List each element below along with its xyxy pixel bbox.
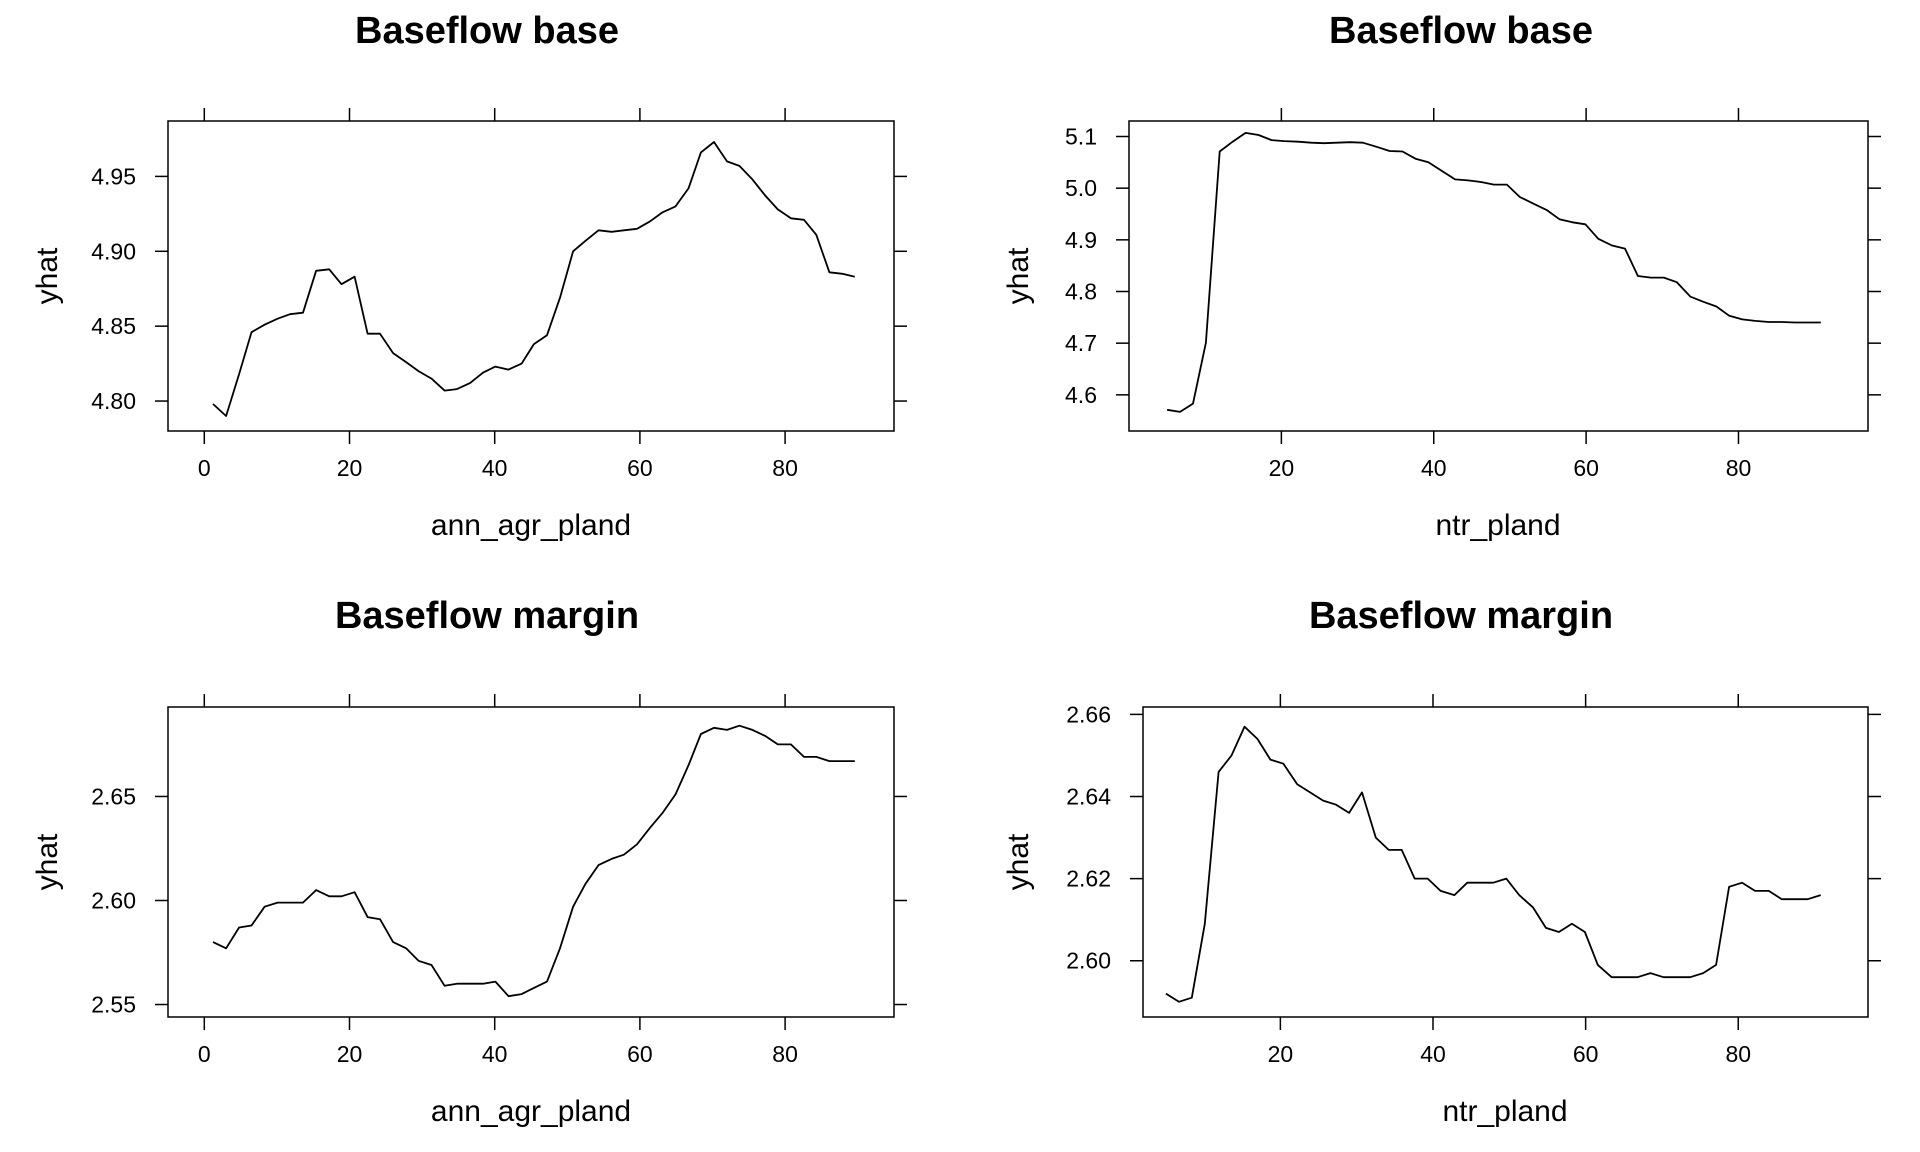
- y-tick-label: 4.7: [1065, 330, 1097, 356]
- series-line: [212, 141, 856, 417]
- y-tick-label: 2.55: [91, 992, 136, 1018]
- y-tick-label: 4.85: [91, 313, 136, 339]
- x-axis-label: ntr_pland: [1435, 509, 1560, 542]
- x-tick-label: 0: [198, 1041, 211, 1067]
- series-line: [1165, 725, 1821, 1003]
- x-tick-label: 80: [772, 455, 798, 481]
- y-tick-label: 4.90: [91, 238, 136, 264]
- x-axis-label: ntr_pland: [1442, 1095, 1567, 1128]
- y-tick-label: 4.9: [1065, 227, 1097, 253]
- plot-frame: [1142, 706, 1869, 1018]
- y-tick-label: 4.80: [91, 388, 136, 414]
- y-tick-label: 5.0: [1065, 175, 1097, 201]
- x-tick-label: 40: [1420, 1041, 1446, 1067]
- x-tick-label: 60: [1573, 1041, 1599, 1067]
- y-tick-label: 4.95: [91, 163, 136, 189]
- x-tick-label: 80: [772, 1041, 798, 1067]
- x-tick-label: 20: [337, 455, 363, 481]
- panel-1: Baseflow base ann_agr_pland yhat 0 20 40 60…: [31, 10, 907, 542]
- plot-frame: [167, 706, 895, 1018]
- x-tick-label: 20: [1268, 1041, 1294, 1067]
- x-tick-label: 40: [1421, 455, 1447, 481]
- y-tick-label: 2.60: [1066, 948, 1111, 974]
- y-axis-label: yhat: [1002, 833, 1035, 890]
- x-tick-label: 80: [1726, 455, 1752, 481]
- x-axis-label: ann_agr_pland: [431, 509, 631, 542]
- panel-2: Baseflow base ntr_pland yhat 20 40 60 80 4.6…: [1002, 10, 1881, 542]
- x-tick-label: 0: [198, 455, 211, 481]
- x-axis-label: ann_agr_pland: [431, 1095, 631, 1128]
- x-tick-label: 60: [1573, 455, 1599, 481]
- panel-title: Baseflow base: [1329, 10, 1593, 52]
- panel-title: Baseflow margin: [1309, 595, 1613, 637]
- x-tick-label: 40: [482, 1041, 508, 1067]
- plot-frame: [1128, 120, 1869, 432]
- y-axis-label: yhat: [1002, 247, 1035, 304]
- x-tick-label: 80: [1725, 1041, 1751, 1067]
- y-tick-label: 5.1: [1065, 124, 1097, 150]
- x-tick-label: 60: [627, 1041, 653, 1067]
- plot-frame: [167, 120, 895, 432]
- y-axis-label: yhat: [31, 833, 64, 890]
- y-tick-label: 4.6: [1065, 382, 1097, 408]
- y-tick-label: 2.62: [1066, 866, 1111, 892]
- y-tick-label: 2.65: [91, 783, 136, 809]
- series-line: [212, 724, 855, 998]
- y-tick-label: 2.60: [91, 887, 136, 913]
- panel-title: Baseflow base: [355, 10, 619, 52]
- x-tick-label: 40: [482, 455, 508, 481]
- y-tick-label: 2.66: [1066, 701, 1111, 727]
- panel-4: Baseflow margin ntr_pland yhat 20 40 60 80 2…: [1002, 595, 1881, 1128]
- x-tick-label: 20: [1269, 455, 1295, 481]
- y-tick-label: 4.8: [1065, 279, 1097, 305]
- series-line: [1166, 131, 1821, 413]
- x-tick-label: 60: [627, 455, 653, 481]
- y-tick-label: 2.64: [1066, 784, 1111, 810]
- panel-3: Baseflow margin ann_agr_pland yhat 0 20 40…: [31, 595, 907, 1128]
- x-tick-label: 20: [337, 1041, 363, 1067]
- panel-title: Baseflow margin: [335, 595, 639, 637]
- y-axis-label: yhat: [31, 247, 64, 304]
